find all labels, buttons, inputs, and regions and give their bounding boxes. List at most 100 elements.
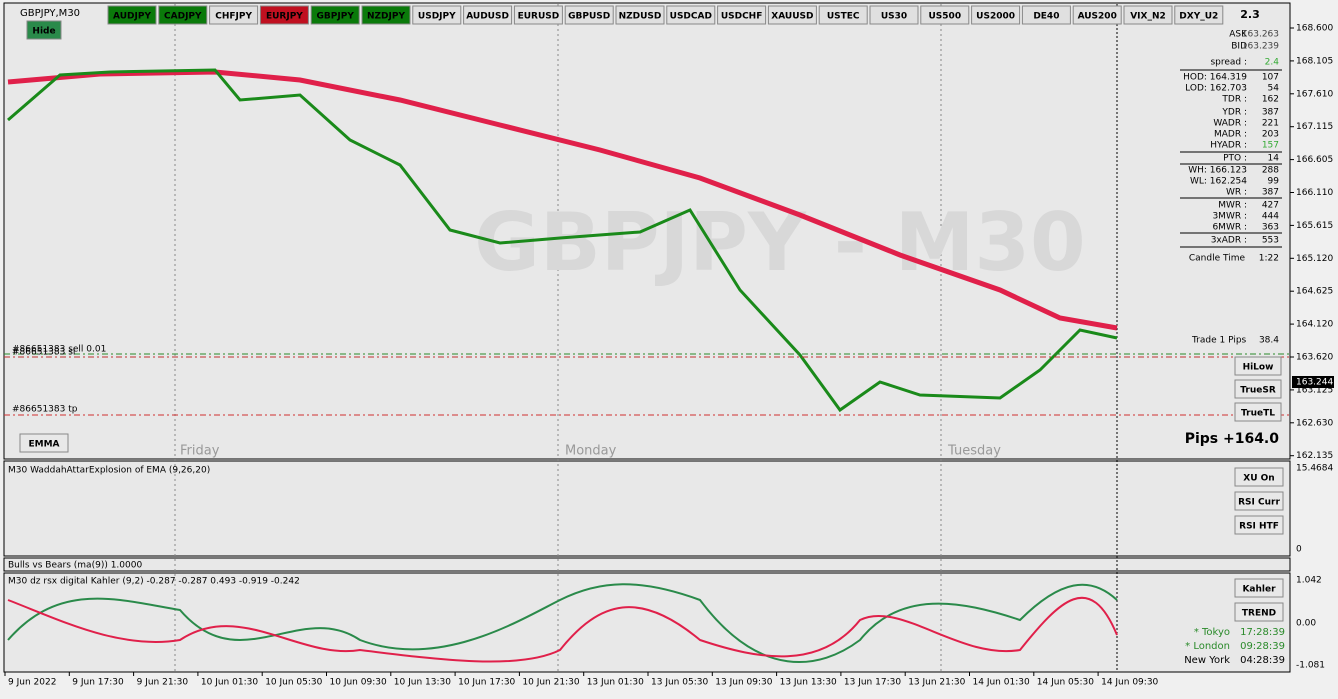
symbol-button[interactable] bbox=[564, 5, 614, 25]
waddah-button[interactable] bbox=[1234, 491, 1284, 511]
info-label: Candle Time bbox=[1189, 254, 1246, 264]
clock-city: * London bbox=[1185, 641, 1230, 652]
price-label: 162.630 bbox=[1296, 418, 1333, 428]
info-value: 427 bbox=[1262, 201, 1279, 211]
info-label: WADR : bbox=[1213, 119, 1247, 129]
rsx-scale: 0.00 bbox=[1296, 619, 1316, 629]
side-button[interactable] bbox=[1234, 402, 1282, 422]
info-label: PTO : bbox=[1223, 154, 1247, 164]
day-separators bbox=[174, 4, 942, 672]
time-label: 9 Jun 21:30 bbox=[137, 678, 189, 688]
symbol-button-label: USTEC bbox=[827, 12, 860, 22]
info-label: YDR : bbox=[1221, 108, 1247, 118]
info-value: 444 bbox=[1262, 212, 1279, 222]
info-label: WH: 166.123 bbox=[1188, 166, 1247, 176]
waddah-button[interactable] bbox=[1234, 467, 1284, 487]
emma-button[interactable] bbox=[19, 433, 69, 453]
info-label: 3xADR : bbox=[1211, 236, 1247, 246]
time-label: 9 Jun 17:30 bbox=[72, 678, 124, 688]
info-label: WR : bbox=[1226, 188, 1247, 198]
info-value: 221 bbox=[1262, 119, 1279, 129]
symbol-button-label: GBPUSD bbox=[568, 12, 610, 22]
symbol-button[interactable] bbox=[767, 5, 817, 25]
symbol-button[interactable] bbox=[1123, 5, 1173, 25]
symbol-button[interactable] bbox=[615, 5, 665, 25]
side-button-label: TrueTL bbox=[1241, 409, 1275, 419]
info-value: 387 bbox=[1262, 108, 1279, 118]
price-label: 166.605 bbox=[1296, 155, 1333, 165]
side-button[interactable] bbox=[1234, 356, 1282, 376]
symbol-button[interactable] bbox=[971, 5, 1021, 25]
clock-time: 17:28:39 bbox=[1240, 627, 1285, 638]
symbol-button-label: NZDJPY bbox=[367, 12, 405, 22]
time-label: 13 Jun 09:30 bbox=[715, 678, 772, 688]
symbol-button-label: CHFJPY bbox=[215, 12, 252, 22]
symbol-button[interactable] bbox=[361, 5, 411, 25]
time-label: 13 Jun 21:30 bbox=[908, 678, 965, 688]
symbol-button[interactable] bbox=[107, 5, 157, 25]
info-value: 363 bbox=[1262, 223, 1279, 233]
symbol-button-label: GBPJPY bbox=[317, 12, 355, 22]
time-label: 14 Jun 09:30 bbox=[1101, 678, 1158, 688]
symbol-button[interactable] bbox=[920, 5, 970, 25]
side-button[interactable] bbox=[1234, 379, 1282, 399]
symbol-button[interactable] bbox=[259, 5, 309, 25]
rsx-button[interactable] bbox=[1234, 578, 1284, 598]
price-tag bbox=[1292, 376, 1334, 388]
symbol-button-label: CADJPY bbox=[164, 12, 202, 22]
info-label: MWR : bbox=[1218, 201, 1247, 211]
rsx-button[interactable] bbox=[1234, 602, 1284, 622]
info-value: 2.4 bbox=[1265, 58, 1280, 68]
watermark: GBPJPY - M30 bbox=[474, 196, 1085, 289]
info-label: HYADR : bbox=[1210, 141, 1247, 151]
time-label: 13 Jun 13:30 bbox=[780, 678, 837, 688]
price-label: 165.120 bbox=[1296, 254, 1333, 264]
time-label: 10 Jun 17:30 bbox=[458, 678, 515, 688]
trade-pips-label: Trade 1 Pips bbox=[1191, 336, 1247, 346]
version: 2.3 bbox=[1240, 8, 1260, 21]
symbol-button-label: DE40 bbox=[1033, 12, 1059, 22]
symbol-button[interactable] bbox=[412, 5, 462, 25]
symbol-button-label: VIX_N2 bbox=[1130, 12, 1166, 22]
info-value: 162 bbox=[1262, 95, 1279, 105]
rsx-signal bbox=[7, 596, 1118, 663]
symbol-button[interactable] bbox=[513, 5, 563, 25]
current-price: 163.244 bbox=[1296, 378, 1333, 388]
price-label: 164.625 bbox=[1296, 287, 1333, 297]
rsx-line bbox=[7, 583, 1118, 663]
time-label: 14 Jun 05:30 bbox=[1037, 678, 1094, 688]
symbol-button[interactable] bbox=[310, 5, 360, 25]
time-label: 14 Jun 01:30 bbox=[973, 678, 1030, 688]
symbol-button[interactable] bbox=[818, 5, 868, 25]
waddah-button-label: RSI HTF bbox=[1239, 522, 1279, 532]
symbol-button-label: DXY_U2 bbox=[1179, 12, 1218, 22]
symbol-button[interactable] bbox=[1174, 5, 1224, 25]
hide-button-label: Hide bbox=[32, 27, 55, 37]
rsx-scale: 1.042 bbox=[1296, 576, 1322, 586]
time-label: 13 Jun 05:30 bbox=[651, 678, 708, 688]
symbol-button-label: NZDUSD bbox=[619, 12, 662, 22]
rsx-button-label: TREND bbox=[1242, 609, 1276, 619]
symbol-button[interactable] bbox=[158, 5, 208, 25]
time-label: 10 Jun 13:30 bbox=[394, 678, 451, 688]
symbol-button[interactable] bbox=[463, 5, 513, 25]
info-label: MADR : bbox=[1214, 130, 1247, 140]
info-label: 6MWR : bbox=[1212, 223, 1247, 233]
symbol-button[interactable] bbox=[869, 5, 919, 25]
symbol-button[interactable] bbox=[666, 5, 716, 25]
symbol-button[interactable] bbox=[209, 5, 259, 25]
time-label: 10 Jun 01:30 bbox=[201, 678, 258, 688]
info-value: 54 bbox=[1268, 84, 1280, 94]
waddah-button[interactable] bbox=[1234, 515, 1284, 535]
hide-button[interactable] bbox=[26, 20, 62, 40]
info-value: 157 bbox=[1262, 141, 1279, 151]
symbol-button-label: USDCHF bbox=[721, 12, 763, 22]
symbol-button[interactable] bbox=[717, 5, 767, 25]
symbol-button[interactable] bbox=[1072, 5, 1122, 25]
symbol-button[interactable] bbox=[1021, 5, 1071, 25]
symbol-button-label: AUDUSD bbox=[466, 12, 509, 22]
waddah-button-label: XU On bbox=[1243, 474, 1274, 484]
symbol-button-label: AUDJPY bbox=[113, 12, 151, 22]
